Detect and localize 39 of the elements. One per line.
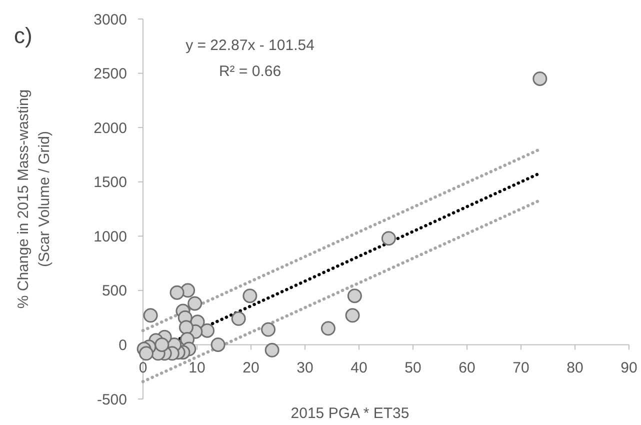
annotation: R² = 0.66 [218,63,282,80]
point [261,322,276,337]
point [210,337,226,352]
y-tick-label: 1000 [94,228,127,246]
y-tick-label: 3000 [94,11,127,28]
x-axis-title: 2015 PGA * ET35 [290,405,410,422]
x-tick-label: 70 [512,360,530,377]
x-tick-label: 40 [350,360,368,377]
x-tick-label: 60 [458,360,476,377]
point [138,346,154,361]
point [264,342,280,358]
y-axis-title: % Change in 2015 Mass-wasting (Scar Volume / Grid) [15,89,53,309]
annotation: y = 22.87x - 101.54 [186,37,314,54]
point [178,320,194,335]
point [143,308,158,323]
y-tick-label: -500 [96,391,127,408]
y-tick-label: 2500 [94,66,127,83]
y-tick-label: 500 [102,282,127,300]
point [170,285,184,300]
y-tick-label: 2000 [94,120,127,137]
x-tick-label: 30 [296,360,314,377]
point [242,288,258,304]
x-tick-label: 0 [138,360,148,377]
point [381,231,396,246]
point [231,311,246,326]
point [532,71,548,86]
x-tick-label: 50 [404,360,422,377]
point [345,308,360,323]
x-tick-label: 80 [566,360,584,377]
chart-title: c) [14,23,32,48]
y-tick-label: 0 [118,336,127,354]
point [347,288,362,304]
x-tick-label: 90 [620,360,638,377]
y-tick-label: 1500 [94,174,127,192]
point [188,296,202,311]
x-tick-label: 20 [242,360,260,377]
point [154,337,170,352]
point [320,321,336,336]
x-tick-label: 10 [188,360,206,377]
